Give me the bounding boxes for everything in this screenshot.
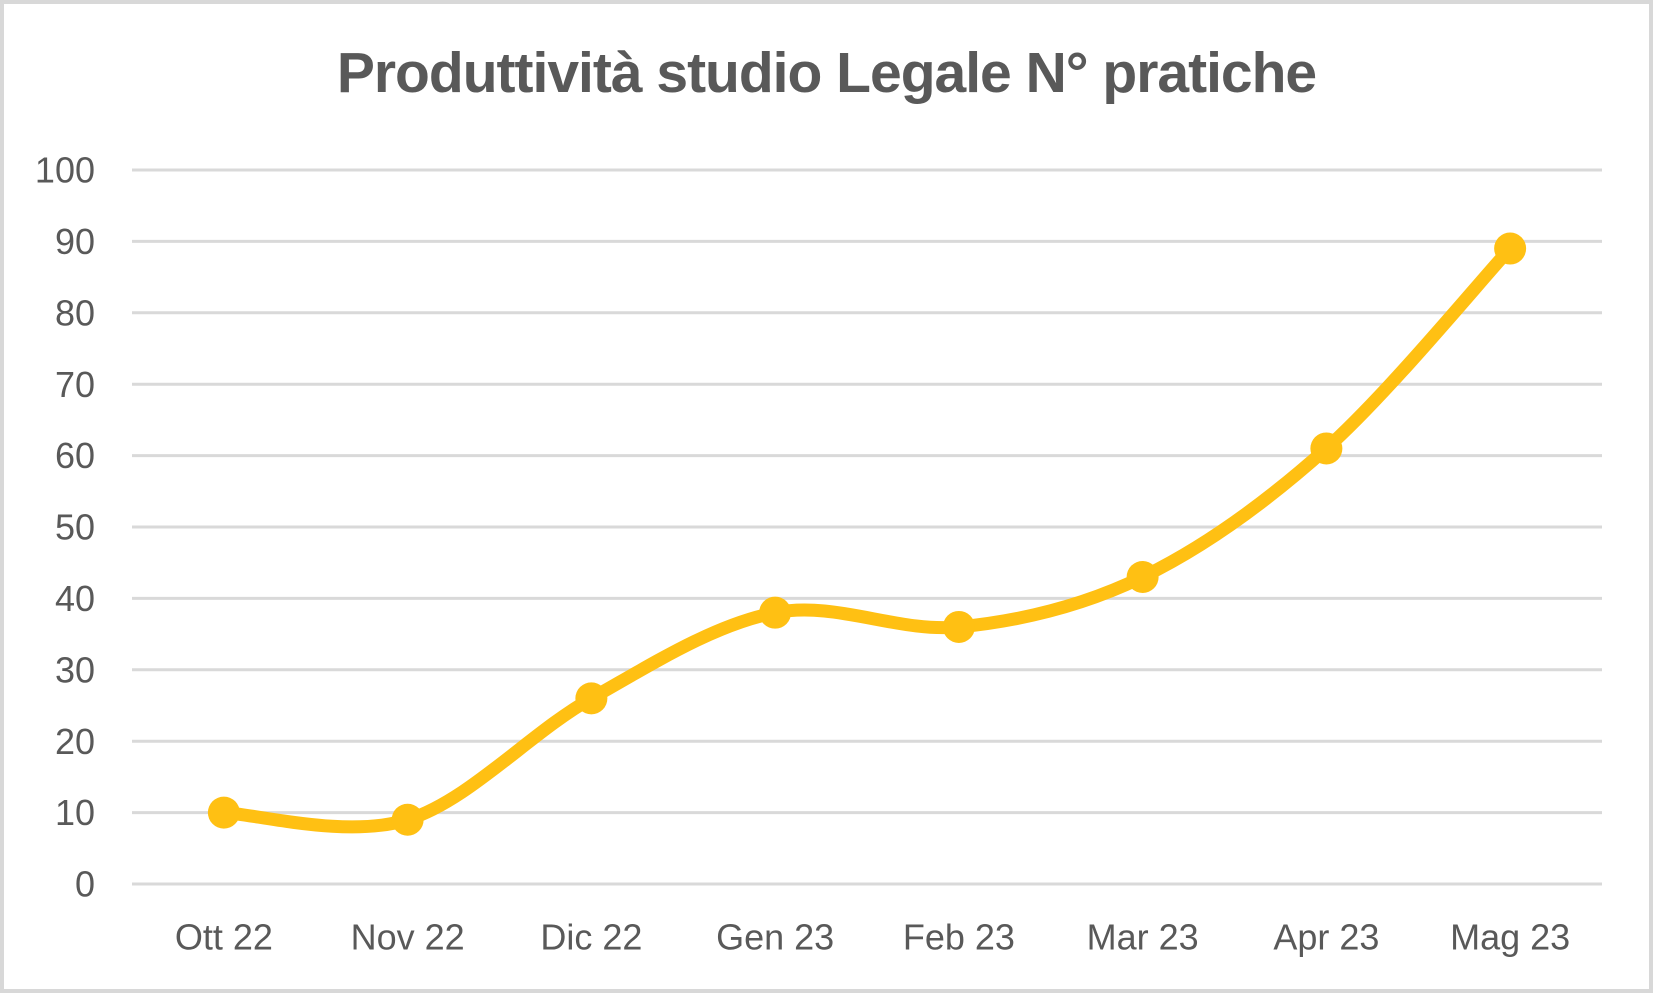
y-axis-tick-label: 0: [75, 864, 95, 905]
y-axis-tick-label: 50: [55, 507, 95, 548]
data-point-marker: [575, 682, 608, 715]
chart-title: Produttività studio Legale N° pratiche: [336, 41, 1317, 105]
data-point-marker: [1310, 432, 1343, 465]
y-axis-tick-label: 90: [55, 221, 95, 262]
y-axis-tick-label: 10: [55, 792, 95, 833]
x-axis-tick-label: Feb 23: [903, 917, 1015, 958]
y-axis-tick-label: 80: [55, 292, 95, 333]
x-axis-tick-label: Nov 22: [351, 917, 465, 958]
y-axis-tick-label: 40: [55, 578, 95, 619]
x-axis-tick-label: Apr 23: [1273, 917, 1379, 958]
x-axis-tick-label: Mag 23: [1450, 917, 1570, 958]
x-axis-tick-label: Mar 23: [1087, 917, 1199, 958]
data-point-marker: [759, 596, 792, 629]
data-point-marker: [1126, 560, 1159, 593]
x-axis-tick-label: Dic 22: [540, 917, 642, 958]
data-point-marker: [1494, 232, 1527, 265]
data-point-marker: [391, 803, 424, 836]
y-axis-tick-label: 70: [55, 364, 95, 405]
data-point-marker: [207, 796, 240, 829]
x-axis-tick-label: Ott 22: [175, 917, 273, 958]
y-axis-tick-label: 100: [35, 150, 95, 191]
x-axis-tick-label: Gen 23: [716, 917, 834, 958]
y-axis-tick-label: 20: [55, 721, 95, 762]
data-point-marker: [942, 610, 975, 643]
y-axis-tick-label: 60: [55, 435, 95, 476]
y-axis-tick-label: 30: [55, 649, 95, 690]
